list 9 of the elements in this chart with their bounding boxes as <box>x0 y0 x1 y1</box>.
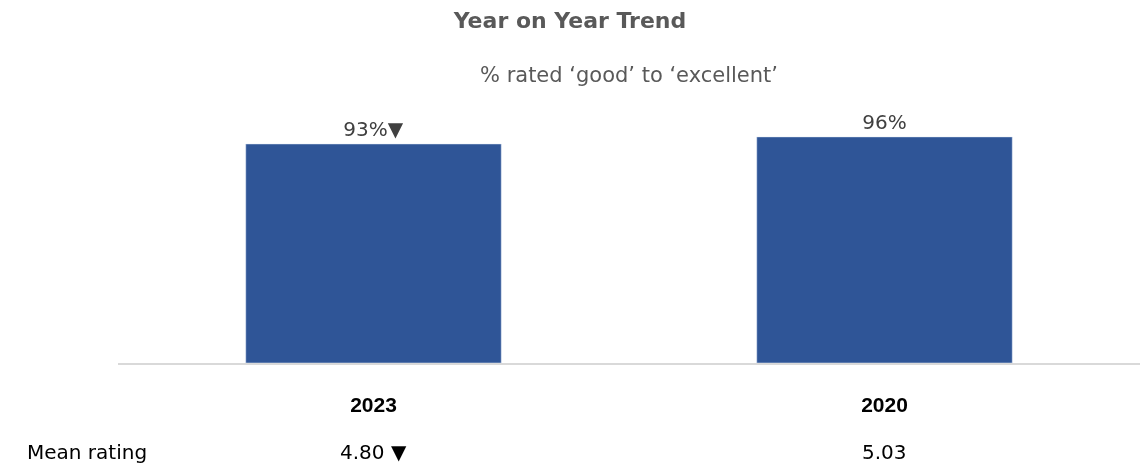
x-tick-label: 2020 <box>861 392 908 416</box>
x-tick-label: 2023 <box>350 392 397 416</box>
text: 5.03 <box>862 440 907 464</box>
text: 4.80 ▼ <box>340 440 407 464</box>
chart-title: Year on Year Trend <box>452 7 687 33</box>
chart-subtitle: % rated ‘good’ to ‘excellent’ <box>480 63 778 87</box>
text: Mean rating <box>27 440 148 464</box>
data-label: 93%▼ <box>343 116 404 141</box>
data-label: 96% <box>862 109 907 134</box>
